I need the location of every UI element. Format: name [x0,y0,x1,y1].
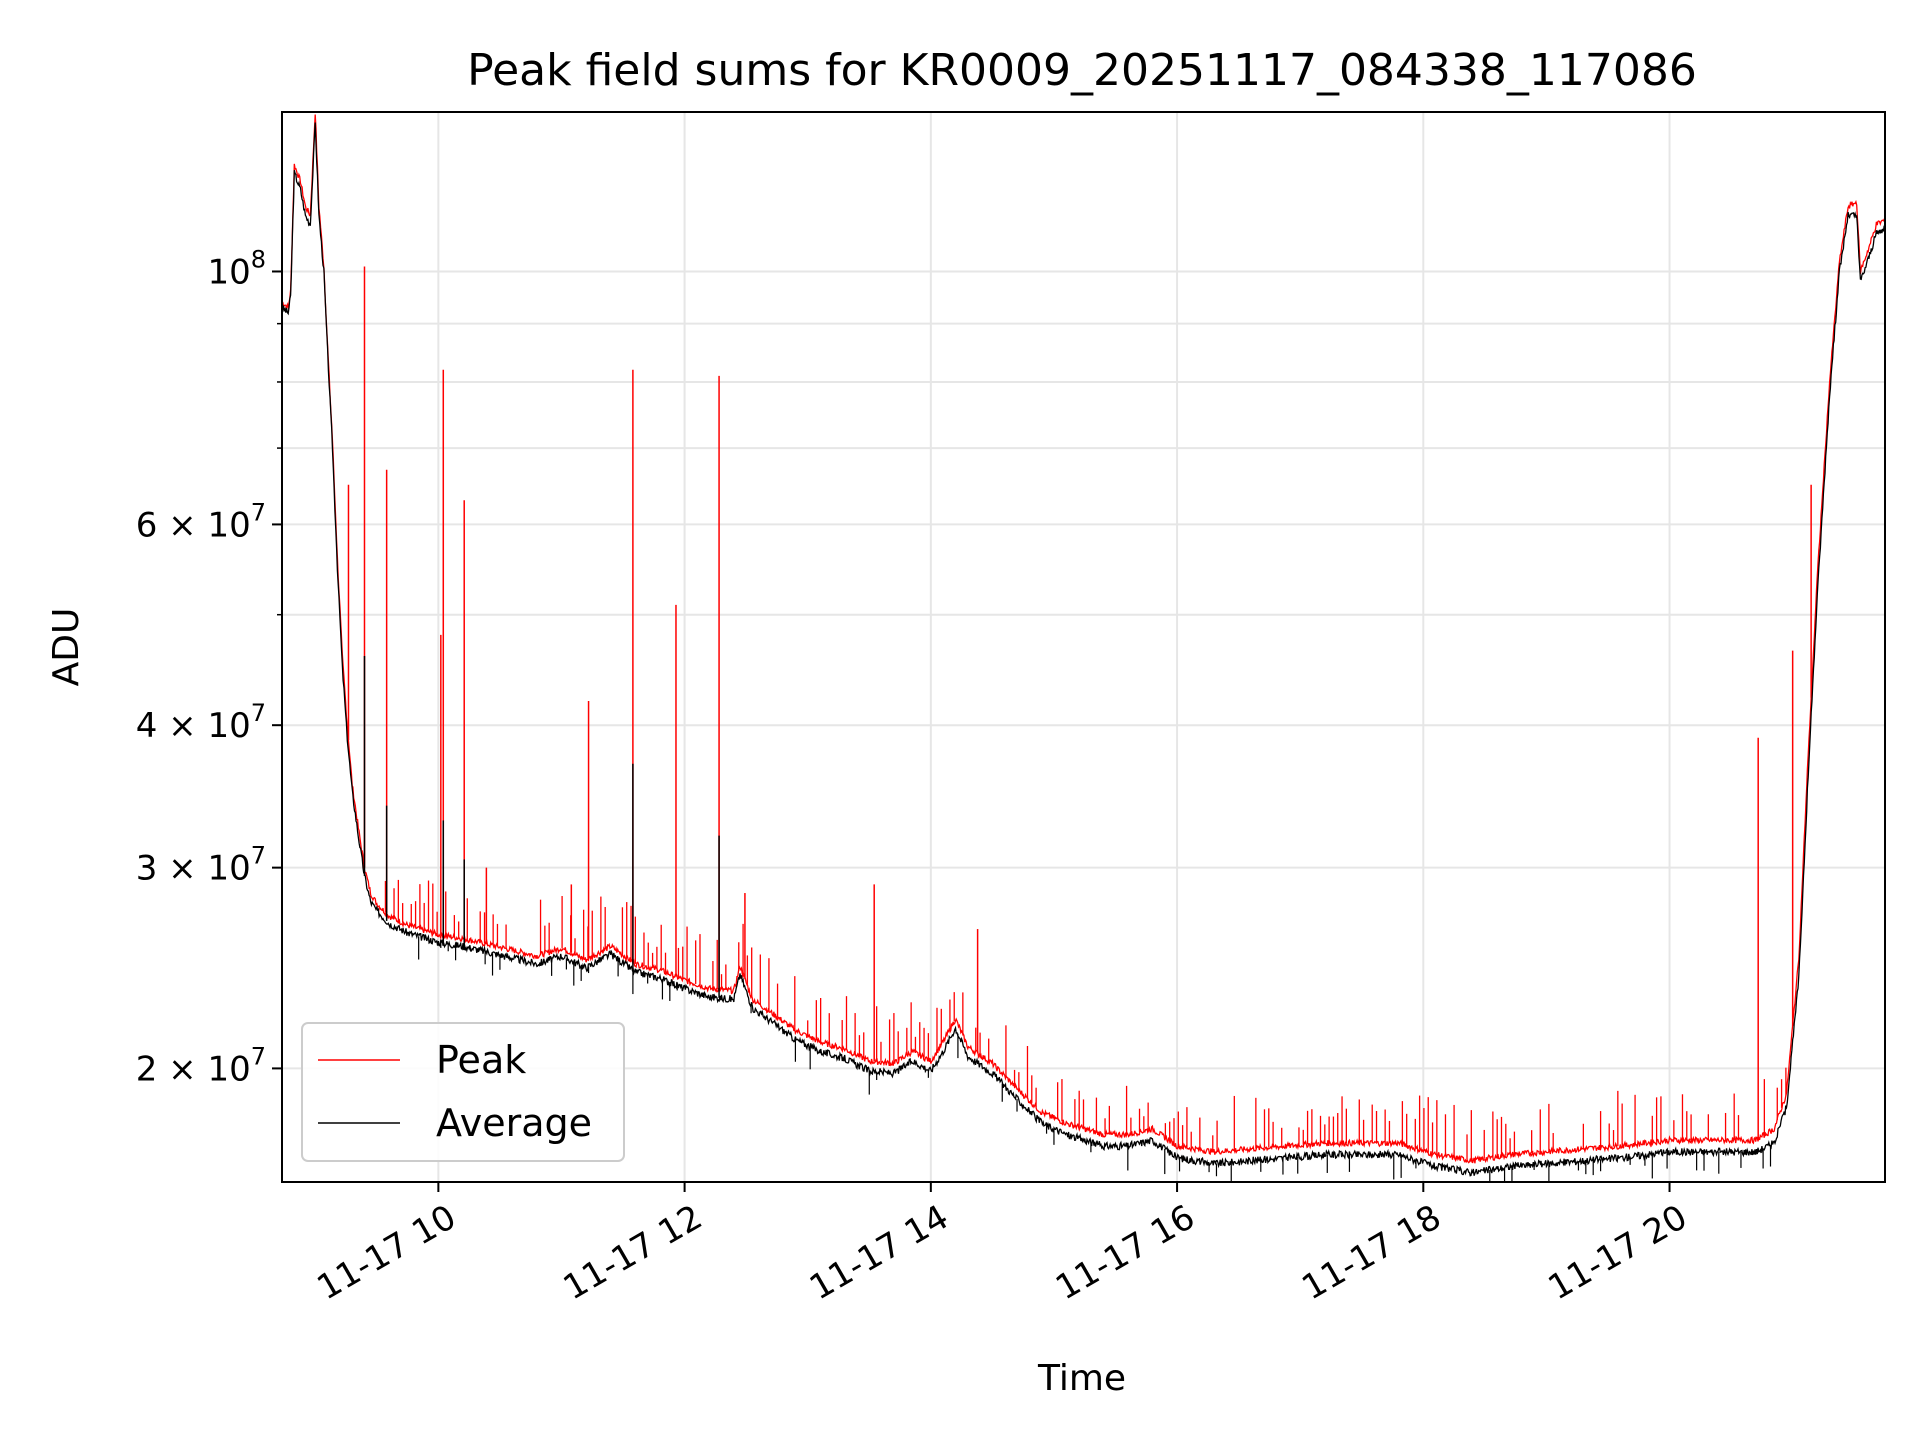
legend-label-average: Average [436,1101,592,1145]
x-axis-label: Time [1037,1358,1126,1399]
legend-box [301,1022,625,1162]
y-tick-exponent: 7 [251,498,266,526]
y-tick-exponent: 8 [251,245,266,273]
y-tick-label: 6 × 107 [136,498,266,545]
y-tick-base: 6 × 10 [136,505,251,545]
y-tick-exponent: 7 [251,1042,266,1070]
y-tick-label: 108 [207,245,266,292]
y-tick-base: 2 × 10 [136,1049,251,1089]
y-axis-label: ADU [46,608,87,687]
y-tick-exponent: 7 [251,842,266,870]
y-tick-base: 4 × 10 [136,706,251,746]
plot-frame [281,111,1886,1183]
y-tick-exponent: 7 [251,699,266,727]
chart-title: Peak field sums for KR0009_20251117_0843… [467,45,1697,96]
series-line-peak [282,114,1885,1164]
y-tick-base: 3 × 10 [136,849,251,889]
grid [282,112,1885,1182]
y-tick-label: 4 × 107 [136,699,266,746]
legend: Peak Average [301,1022,625,1162]
legend-label-peak: Peak [436,1038,526,1082]
y-tick-base: 10 [207,252,250,292]
y-tick-label: 3 × 107 [136,842,266,889]
y-tick-label: 2 × 107 [136,1042,266,1089]
series-layer [282,114,1885,1182]
